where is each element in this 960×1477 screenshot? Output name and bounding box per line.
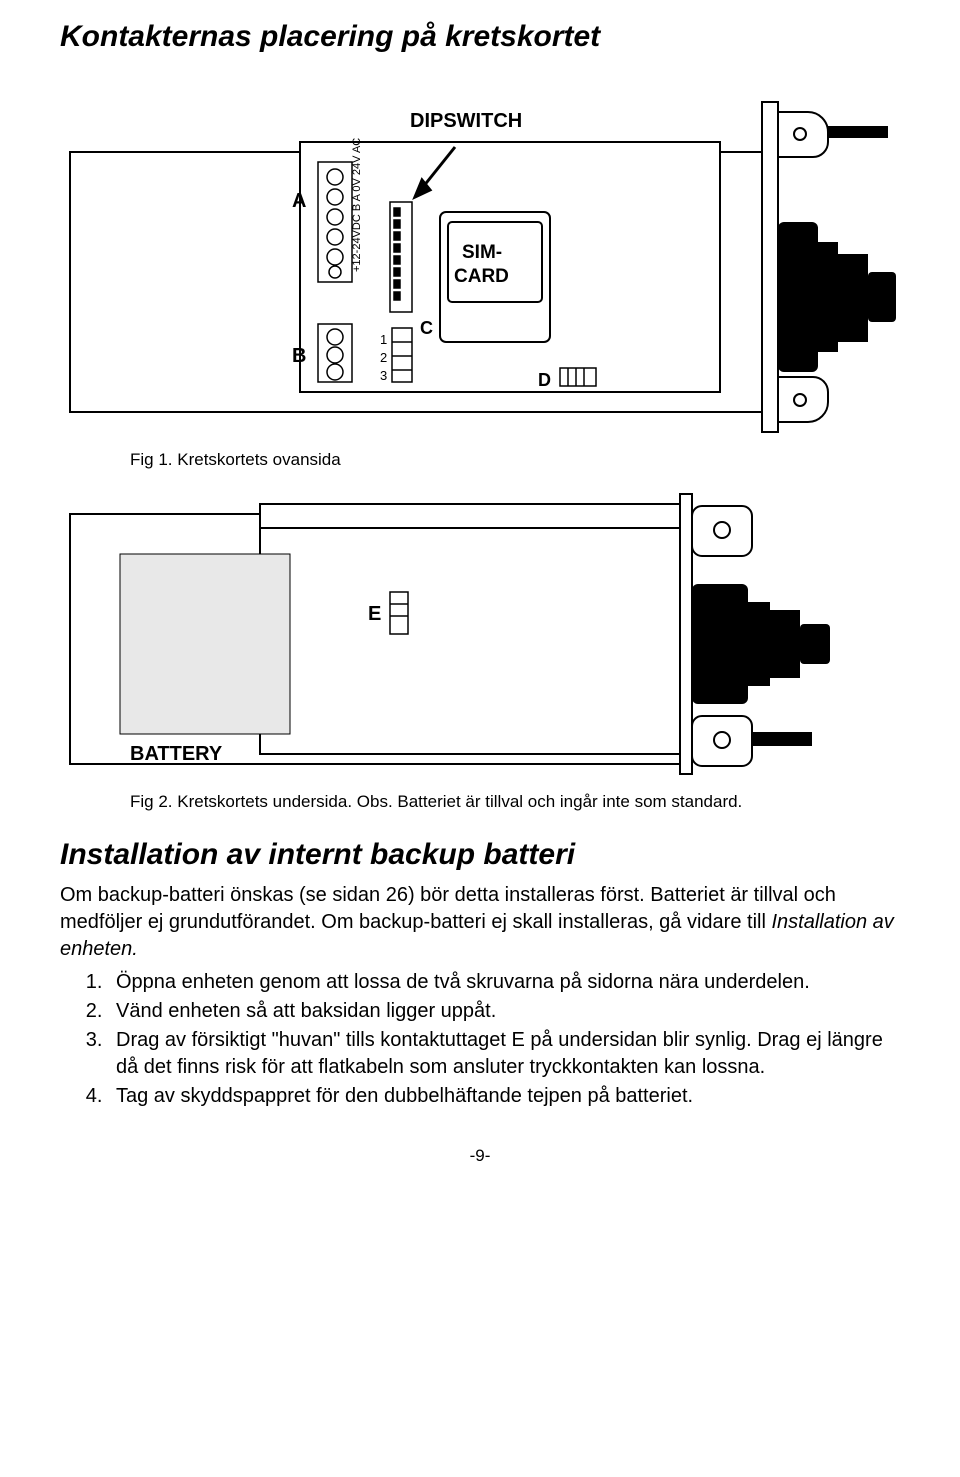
label-sim1: SIM- xyxy=(462,242,502,263)
label-battery: BATTERY xyxy=(130,743,223,765)
install-steps: Öppna enheten genom att lossa de två skr… xyxy=(108,969,900,1110)
label-c1: 1 xyxy=(380,332,387,347)
label-E: E xyxy=(368,603,381,625)
step-1: Öppna enheten genom att lossa de två skr… xyxy=(108,969,900,996)
label-D: D xyxy=(538,370,551,390)
label-A: A xyxy=(292,190,306,212)
label-dipswitch: DIPSWITCH xyxy=(410,110,522,132)
para1-text: Om backup-batteri önskas (se sidan 26) b… xyxy=(60,884,836,933)
label-B: B xyxy=(292,345,306,367)
paragraph-intro: Om backup-batteri önskas (se sidan 26) b… xyxy=(60,882,900,963)
step-3: Drag av försiktigt "huvan" tills kontakt… xyxy=(108,1027,900,1081)
label-c2: 2 xyxy=(380,350,387,365)
label-terminal-text: +12-24VDC B A 0V 24V AC xyxy=(351,138,363,272)
label-sim2: CARD xyxy=(454,266,509,287)
heading-install-battery: Installation av internt backup batteri xyxy=(60,838,900,872)
heading-contacts-placement: Kontakternas placering på kretskortet xyxy=(60,20,900,54)
figure-1: A +12-24VDC B A 0V 24V AC B xyxy=(60,72,900,442)
label-c3: 3 xyxy=(380,368,387,383)
page-number: -9- xyxy=(60,1146,900,1166)
caption-fig2: Fig 2. Kretskortets undersida. Obs. Batt… xyxy=(130,792,900,812)
caption-fig1: Fig 1. Kretskortets ovansida xyxy=(130,450,900,470)
step-4: Tag av skyddspappret för den dubbelhäfta… xyxy=(108,1083,900,1110)
label-C: C xyxy=(420,318,433,338)
step-2: Vänd enheten så att baksidan ligger uppå… xyxy=(108,998,900,1025)
figure-2: BATTERY E xyxy=(60,484,900,784)
